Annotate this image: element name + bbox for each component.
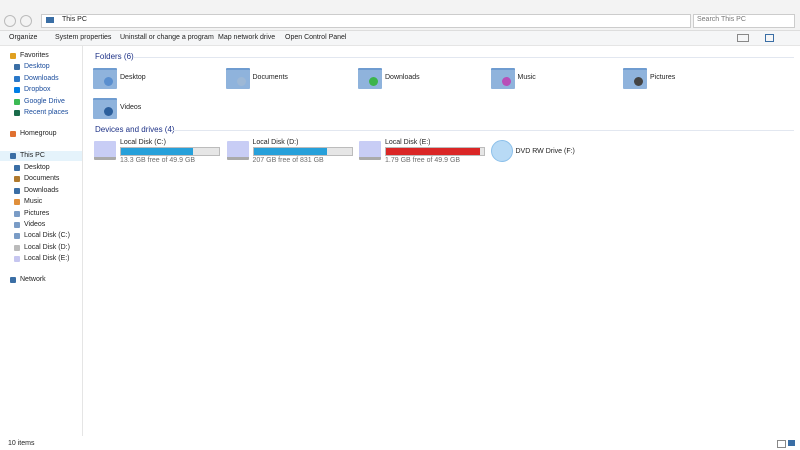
folder-name[interactable]: Music: [517, 74, 536, 81]
toolbar-button[interactable]: Organize: [9, 34, 38, 41]
folder-badge: [369, 77, 378, 86]
toolbar-button[interactable]: System properties: [55, 34, 112, 41]
drive-space-label: 1.79 GB free of 49.9 GB: [385, 157, 461, 164]
nav-item[interactable]: Local Disk (C:): [24, 232, 70, 240]
details-view-button[interactable]: [777, 440, 786, 448]
preview-pane-button[interactable]: [765, 34, 774, 42]
drive-icon[interactable]: [94, 141, 116, 160]
nav-item[interactable]: Network: [20, 276, 46, 283]
drive-icon[interactable]: [359, 141, 381, 160]
nav-item[interactable]: Dropbox: [24, 86, 51, 93]
drive-used-bar: [386, 148, 481, 155]
nav-icon: [14, 256, 20, 263]
nav-item[interactable]: Desktop: [24, 63, 50, 70]
drive-icon[interactable]: [226, 141, 249, 160]
toolbar-button[interactable]: Uninstall or change a program: [120, 34, 214, 41]
nav-item[interactable]: Local Disk (E:): [24, 255, 70, 263]
folder-name[interactable]: Videos: [120, 104, 142, 111]
nav-icon: [10, 131, 16, 137]
folder-badge: [104, 107, 113, 116]
nav-icon: [14, 98, 20, 105]
drive-used-bar: [121, 148, 193, 155]
forward-button[interactable]: [20, 15, 32, 27]
nav-icon: [14, 244, 20, 251]
nav-icon: [14, 64, 20, 70]
section-header[interactable]: Devices and drives (4): [95, 125, 175, 134]
back-button[interactable]: [4, 15, 16, 27]
pane-divider: [82, 46, 83, 436]
nav-item[interactable]: Music: [24, 198, 43, 206]
nav-item[interactable]: Desktop: [24, 164, 50, 171]
nav-icon: [14, 176, 20, 183]
nav-icon: [14, 87, 20, 93]
drive-space-label: 13.3 GB free of 49.9 GB: [120, 157, 196, 164]
nav-item[interactable]: Downloads: [24, 186, 59, 194]
drive-name[interactable]: Local Disk (E:): [385, 139, 431, 146]
section-header[interactable]: Folders (6): [95, 52, 134, 61]
nav-item[interactable]: Homegroup: [20, 130, 57, 137]
nav-icon: [14, 210, 20, 217]
folder-name[interactable]: Desktop: [120, 74, 146, 81]
section-rule: [172, 130, 794, 131]
nav-icon: [14, 199, 20, 206]
nav-icon: [10, 153, 16, 159]
folder-name[interactable]: Pictures: [650, 74, 676, 81]
address-box[interactable]: [41, 14, 691, 28]
nav-icon: [14, 165, 20, 171]
folder-badge: [104, 77, 113, 86]
nav-icon: [14, 233, 20, 240]
nav-item[interactable]: Recent places: [24, 109, 69, 116]
icons-view-button[interactable]: [788, 440, 795, 446]
nav-item[interactable]: Documents: [24, 175, 60, 183]
toolbar: [0, 31, 800, 46]
folder-badge: [501, 77, 511, 86]
nav-item[interactable]: Local Disk (D:): [24, 243, 70, 251]
nav-item[interactable]: Favorites: [20, 52, 49, 59]
drive-space-label: 207 GB free of 831 GB: [252, 157, 324, 164]
drive-name[interactable]: Local Disk (C:): [120, 139, 166, 146]
pc-icon: [46, 17, 54, 23]
nav-item[interactable]: Pictures: [24, 209, 50, 217]
nav-icon: [14, 222, 20, 228]
toolbar-button[interactable]: Map network drive: [218, 34, 276, 41]
nav-selection: [0, 151, 82, 161]
nav-icon: [10, 277, 16, 283]
search-box[interactable]: [693, 14, 795, 28]
status-text: 10 items: [8, 440, 35, 447]
nav-item[interactable]: This PC: [20, 152, 45, 159]
folder-badge: [236, 77, 246, 86]
nav-icon: [14, 187, 20, 194]
view-button[interactable]: [737, 34, 749, 42]
toolbar-button[interactable]: Open Control Panel: [285, 34, 347, 41]
folder-name[interactable]: Documents: [252, 74, 288, 81]
search-placeholder: Search This PC: [697, 16, 746, 23]
folder-name[interactable]: Downloads: [385, 74, 420, 81]
nav-icon: [10, 53, 16, 59]
address-path: This PC: [62, 16, 87, 23]
drive-name[interactable]: Local Disk (D:): [252, 139, 299, 146]
drive-used-bar: [253, 148, 328, 155]
nav-icon: [14, 110, 20, 116]
drive-name[interactable]: DVD RW Drive (F:): [515, 148, 575, 155]
nav-item[interactable]: Downloads: [24, 74, 59, 82]
nav-item[interactable]: Videos: [24, 221, 46, 228]
nav-item[interactable]: Google Drive: [24, 97, 65, 105]
section-rule: [134, 57, 794, 58]
dvd-icon[interactable]: [490, 140, 513, 162]
folder-badge: [634, 77, 643, 86]
nav-icon: [14, 75, 20, 82]
